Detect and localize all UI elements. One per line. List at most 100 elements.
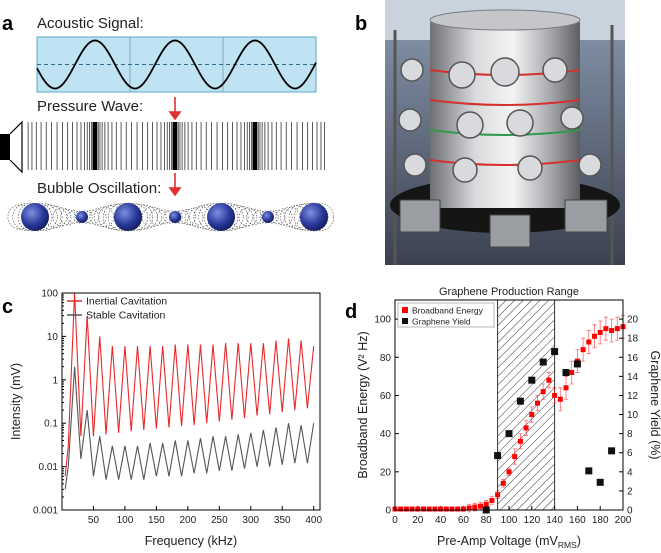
bubble [76,211,88,223]
data-point [608,447,616,455]
y-tick-label: 0 [385,506,391,517]
plot-frame [61,292,321,511]
y-tick-label: 100 [41,289,58,300]
legend-label: Graphene Yield [412,317,471,327]
x-tick-label: 0 [392,515,398,526]
arrows [168,97,182,197]
bubble-outline [246,209,262,225]
data-point [573,360,581,368]
x-axis-label-end: ) [577,534,581,548]
data-point [539,358,547,366]
data-point [478,503,483,509]
x-tick-label: 180 [592,515,609,526]
y-tick-label: 20 [380,467,392,478]
bubble-outline [52,207,72,227]
y-tick-label: 80 [380,353,392,364]
bubble [169,211,181,223]
y2-tick-label: 6 [627,448,633,459]
data-point [438,506,444,512]
y-tick-label: 0.01 [39,462,59,473]
data-point [580,347,586,353]
x-tick-label: 200 [615,515,632,526]
data-point [432,506,438,512]
legend-swatch [402,307,408,313]
compression [173,122,177,170]
x-tick-label: 60 [458,515,470,526]
data-point [592,333,597,339]
data-point [609,328,615,334]
acoustic-wave [36,39,317,90]
y2-tick-label: 2 [627,486,633,497]
y2-tick-label: 8 [627,429,633,440]
data-point [569,370,575,376]
y2-tick-label: 10 [627,410,639,421]
x-axis-label: Pre-Amp Voltage (mVRMS) [437,534,581,550]
bubble-outline [180,209,196,225]
bubble [114,203,142,231]
bubble-outline [275,208,293,226]
x-axis-label-main: Pre-Amp Voltage (mV [437,534,559,548]
bubble-outline [60,209,76,225]
bubble-outline [93,206,115,228]
data-point [562,369,570,377]
data-point [551,348,559,356]
data-point [505,430,513,438]
shaded-range [497,299,556,511]
data-point [586,339,592,345]
compression [93,122,97,170]
x-tick-label: 40 [435,515,447,526]
data-point [528,376,536,384]
x-tick-label: 350 [274,515,291,526]
y-axis-label: Intensity (mV) [9,363,23,440]
data-point [426,506,432,512]
data-point [409,506,415,512]
data-point [516,397,524,405]
x-tick-label: 140 [546,515,563,526]
data-point [460,506,466,512]
x-tick-label: 100 [117,515,134,526]
bubble-outline [279,206,301,228]
bubble-outline [175,210,189,224]
y-tick-label: 0.1 [44,419,58,430]
x-tick-label: 50 [88,515,100,526]
data-point [540,389,546,395]
y2-tick-label: 12 [627,391,639,402]
y2-tick-label: 14 [627,372,639,383]
y-tick-label: 10 [47,332,59,343]
data-point [585,467,593,475]
y-tick-label: 1 [52,375,58,386]
y2-axis-label: Graphene Yield (%) [648,350,661,459]
bubble [262,211,274,223]
data-point [546,377,552,383]
x-tick-label: 400 [305,515,322,526]
x-tick-label: 250 [211,515,228,526]
x-tick-label: 150 [148,515,165,526]
x-axis-label-sub: RMS [558,540,577,550]
y2-tick-label: 20 [627,315,639,326]
data-point [535,400,540,406]
bubbles [7,202,334,232]
data-point [495,492,501,498]
x-tick-label: 160 [569,515,586,526]
y-tick-label: 0.001 [33,506,58,517]
data-point [443,506,449,512]
data-point [455,506,461,512]
diagram-label: Acoustic Signal: [37,15,144,32]
panel-label: d [345,301,357,323]
panel-label: a [2,13,14,35]
data-point [500,480,506,486]
y2-tick-label: 4 [627,467,633,478]
bubble-outline [30,203,58,231]
data-point [517,438,523,444]
bubble-outline [216,203,244,231]
x-tick-label: 200 [180,515,197,526]
data-point [552,392,558,398]
data-point [512,454,518,460]
legend-label: Broadband Energy [412,306,484,316]
bubble [21,203,49,231]
y-tick-label: 100 [374,315,391,326]
